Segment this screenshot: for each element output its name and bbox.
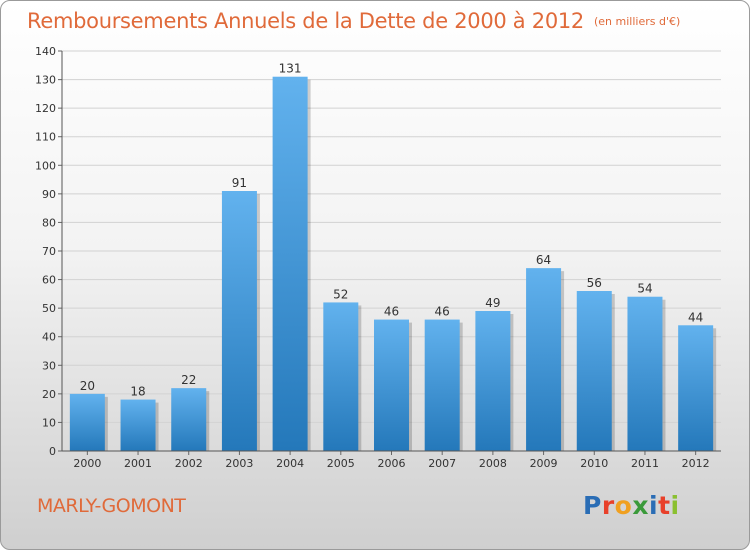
- bar-2002: [171, 388, 207, 451]
- y-tick-label: 40: [42, 331, 56, 344]
- x-tick-label: 2012: [682, 457, 710, 470]
- bar-value-label: 18: [130, 385, 145, 399]
- logo-letter: i: [649, 491, 659, 520]
- bar-2006: [374, 319, 409, 451]
- x-tick-label: 2006: [378, 457, 406, 470]
- x-tick-label: 2009: [530, 457, 558, 470]
- bar-value-label: 46: [435, 305, 450, 319]
- y-tick-label: 0: [49, 445, 56, 458]
- bar-2009: [526, 268, 562, 451]
- logo-letter: P: [583, 491, 602, 520]
- y-tick-label: 10: [42, 416, 56, 429]
- bar-value-label: 56: [587, 276, 602, 290]
- y-tick-label: 80: [42, 216, 56, 229]
- logo-letter: t: [658, 491, 671, 520]
- axes: [61, 51, 721, 452]
- bar-2012: [678, 325, 714, 451]
- y-tick-label: 50: [42, 302, 56, 315]
- bar-2010: [576, 291, 612, 451]
- y-tick-label: 110: [35, 131, 56, 144]
- x-tick-label: 2003: [225, 457, 253, 470]
- bar-value-label: 131: [279, 62, 302, 76]
- y-tick-label: 20: [42, 388, 56, 401]
- logo-letter: o: [614, 491, 633, 520]
- bar-2008: [475, 311, 511, 451]
- chart-title: Remboursements Annuels de la Dette de 20…: [27, 9, 584, 33]
- x-tick-label: 2000: [73, 457, 101, 470]
- bar-2001: [120, 399, 156, 451]
- x-tick-label: 2005: [327, 457, 355, 470]
- bar-2005: [323, 302, 359, 451]
- logo-letter: x: [632, 491, 649, 520]
- y-tick-label: 70: [42, 245, 56, 258]
- x-axis-ticks: 2000 2001 2002 2003 2004 2005 2006 2007 2008 2009…: [73, 451, 710, 470]
- proxiti-logo: Proxiti: [583, 491, 680, 520]
- y-tick-label: 100: [35, 159, 56, 172]
- y-axis-ticks: 0 10 20 30 40 50 60 70 80 90 100 110 120 130 140: [35, 45, 62, 458]
- y-tick-label: 90: [42, 188, 56, 201]
- y-tick-label: 30: [42, 359, 56, 372]
- y-tick-label: 130: [35, 74, 56, 87]
- bar-2000: [69, 393, 105, 451]
- bar-value-label: 46: [384, 305, 399, 319]
- x-tick-label: 2011: [631, 457, 659, 470]
- x-tick-label: 2010: [580, 457, 608, 470]
- x-tick-label: 2001: [124, 457, 152, 470]
- chart-header: Remboursements Annuels de la Dette de 20…: [27, 9, 680, 33]
- bars: 20 18 22 91 131 52 46 46 49 64 56 54 44: [69, 62, 717, 451]
- bar-value-label: 49: [485, 296, 500, 310]
- bar-2003: [221, 191, 257, 451]
- commune-name: MARLY-GOMONT: [37, 495, 186, 517]
- bar-value-label: 52: [333, 287, 348, 301]
- bar-2004: [272, 76, 308, 451]
- y-tick-label: 120: [35, 102, 56, 115]
- x-tick-label: 2008: [479, 457, 507, 470]
- logo-letter: i: [670, 491, 680, 520]
- x-tick-label: 2004: [276, 457, 304, 470]
- bar-value-label: 54: [637, 282, 652, 296]
- bar-2011: [627, 296, 663, 451]
- bar-value-label: 20: [80, 379, 95, 393]
- logo-letter: r: [601, 491, 615, 520]
- y-tick-label: 140: [35, 45, 56, 58]
- bar-2007: [424, 319, 460, 451]
- x-tick-label: 2007: [428, 457, 456, 470]
- x-tick-label: 2002: [175, 457, 203, 470]
- bar-value-label: 22: [181, 373, 196, 387]
- bar-value-label: 44: [688, 310, 703, 324]
- chart-subtitle: (en milliers d'€): [594, 15, 681, 28]
- bar-value-label: 91: [232, 176, 247, 190]
- y-tick-label: 60: [42, 274, 56, 287]
- bar-value-label: 64: [536, 253, 551, 267]
